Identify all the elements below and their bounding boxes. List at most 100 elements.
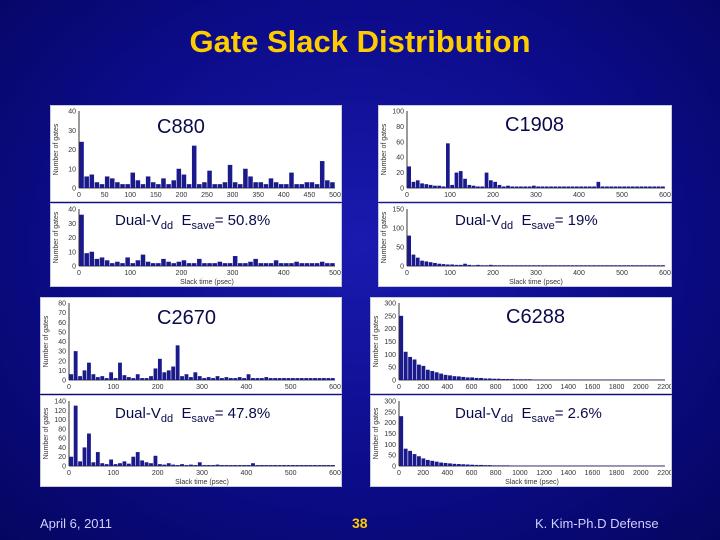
histogram-bar	[189, 377, 193, 380]
label-c6288: C6288	[506, 306, 565, 328]
histogram-bar	[583, 186, 588, 188]
x-tick-label: 500	[285, 470, 297, 477]
histogram-bar	[176, 261, 182, 266]
histogram-bar	[399, 315, 404, 380]
x-tick-label: 400	[240, 470, 252, 477]
histogram-bar	[166, 463, 171, 466]
histogram-bar	[648, 265, 652, 266]
histogram-bar	[592, 186, 596, 188]
histogram-bar	[452, 463, 457, 466]
histogram-bar	[505, 378, 510, 380]
histogram-c1908: Number of gates 0 20 40 60 80 100 0 100 200 300 400…	[381, 109, 671, 200]
histogram-bar	[536, 186, 540, 188]
histogram-bar	[255, 465, 260, 466]
histogram-bar	[87, 433, 91, 466]
histogram-bar	[549, 265, 553, 266]
histogram-bar	[149, 376, 153, 380]
histogram-bar	[295, 378, 300, 380]
histogram-bar	[202, 378, 207, 380]
histogram-bar	[618, 265, 622, 266]
x-tick-label: 1800	[609, 470, 625, 477]
histogram-bar	[273, 465, 278, 466]
x-tick-label: 0	[67, 470, 71, 477]
histogram-bar	[630, 265, 635, 266]
x-axis-label: Slack time (psec)	[175, 479, 229, 486]
histogram-bar	[505, 465, 510, 466]
histogram-bar	[553, 186, 558, 188]
histogram-bar	[273, 182, 279, 188]
y-tick-label: 100	[384, 352, 396, 359]
histogram-bar	[104, 260, 110, 266]
y-tick-label: 150	[384, 431, 396, 438]
x-tick-label: 300	[196, 470, 208, 477]
x-tick-label: 0	[397, 384, 401, 391]
histogram-bar	[130, 172, 136, 188]
histogram-bar	[193, 465, 198, 466]
x-tick-label: 500	[616, 192, 628, 199]
histogram-bar	[415, 180, 420, 188]
histogram-bar	[325, 180, 330, 188]
histogram-bar	[437, 185, 442, 188]
y-axis-label: Number of gates	[43, 407, 50, 459]
x-tick-label: 50	[101, 192, 109, 199]
histogram-bar	[470, 377, 475, 380]
y-tick-label: 100	[54, 417, 66, 424]
y-axis-label: Number of gates	[381, 211, 388, 263]
histogram-bar	[180, 376, 184, 380]
histogram-bar	[82, 447, 87, 466]
esave-text: E	[521, 212, 532, 229]
histogram-bar	[479, 377, 483, 380]
x-tick-label: 400	[573, 192, 585, 199]
histogram-bar	[309, 182, 315, 188]
chart-panel-c1908: Number of gates 0 20 40 60 80 100 0 100 200 300 400…	[378, 105, 672, 202]
histogram-bar	[430, 371, 435, 380]
histogram-bar	[153, 455, 158, 466]
histogram-bar	[161, 258, 166, 266]
histogram-bar	[313, 465, 317, 466]
histogram-bar	[100, 463, 105, 466]
x-tick-label: 100	[124, 270, 136, 277]
save-subscript: save	[191, 220, 215, 232]
x-tick-label: 150	[150, 192, 162, 199]
histogram-bar	[421, 458, 426, 466]
y-tick-label: 0	[62, 378, 66, 385]
histogram-bar	[550, 379, 554, 380]
save-subscript: save	[191, 413, 215, 425]
histogram-bar	[242, 378, 247, 380]
histogram-bar	[161, 178, 166, 188]
y-tick-label: 60	[396, 139, 404, 146]
histogram-bar	[554, 379, 559, 380]
histogram-bar	[441, 264, 446, 266]
x-axis-label: Slack time (psec)	[505, 479, 559, 486]
histogram-bar	[476, 264, 480, 266]
histogram-bar	[433, 185, 437, 188]
histogram-bar	[661, 186, 665, 188]
histogram-bar	[212, 184, 217, 188]
histogram-bar	[99, 184, 105, 188]
x-tick-label: 0	[405, 192, 409, 199]
histogram-bar	[652, 379, 656, 380]
y-tick-label: 30	[58, 349, 66, 356]
histogram-bar	[461, 464, 466, 466]
histogram-bar	[171, 464, 176, 466]
histogram-bar	[162, 372, 167, 380]
histogram-bar	[330, 182, 335, 188]
histogram-bar	[238, 263, 243, 266]
histogram-bar	[227, 263, 233, 266]
histogram-bar	[308, 465, 313, 466]
x-tick-label: 200	[176, 192, 188, 199]
histogram-bar	[118, 463, 122, 466]
x-tick-label: 500	[329, 192, 341, 199]
histogram-bar	[484, 172, 489, 188]
histogram-bar	[140, 378, 145, 380]
histogram-bar	[616, 379, 621, 380]
y-tick-label: 300	[384, 301, 396, 308]
histogram-bar	[277, 378, 282, 380]
x-tick-label: 250	[201, 192, 213, 199]
histogram-bar	[233, 378, 238, 380]
histogram-bar	[497, 265, 502, 266]
x-tick-label: 600	[329, 470, 341, 477]
histogram-bar	[156, 263, 161, 266]
histogram-bar	[581, 379, 585, 380]
histogram-bar	[157, 464, 162, 466]
